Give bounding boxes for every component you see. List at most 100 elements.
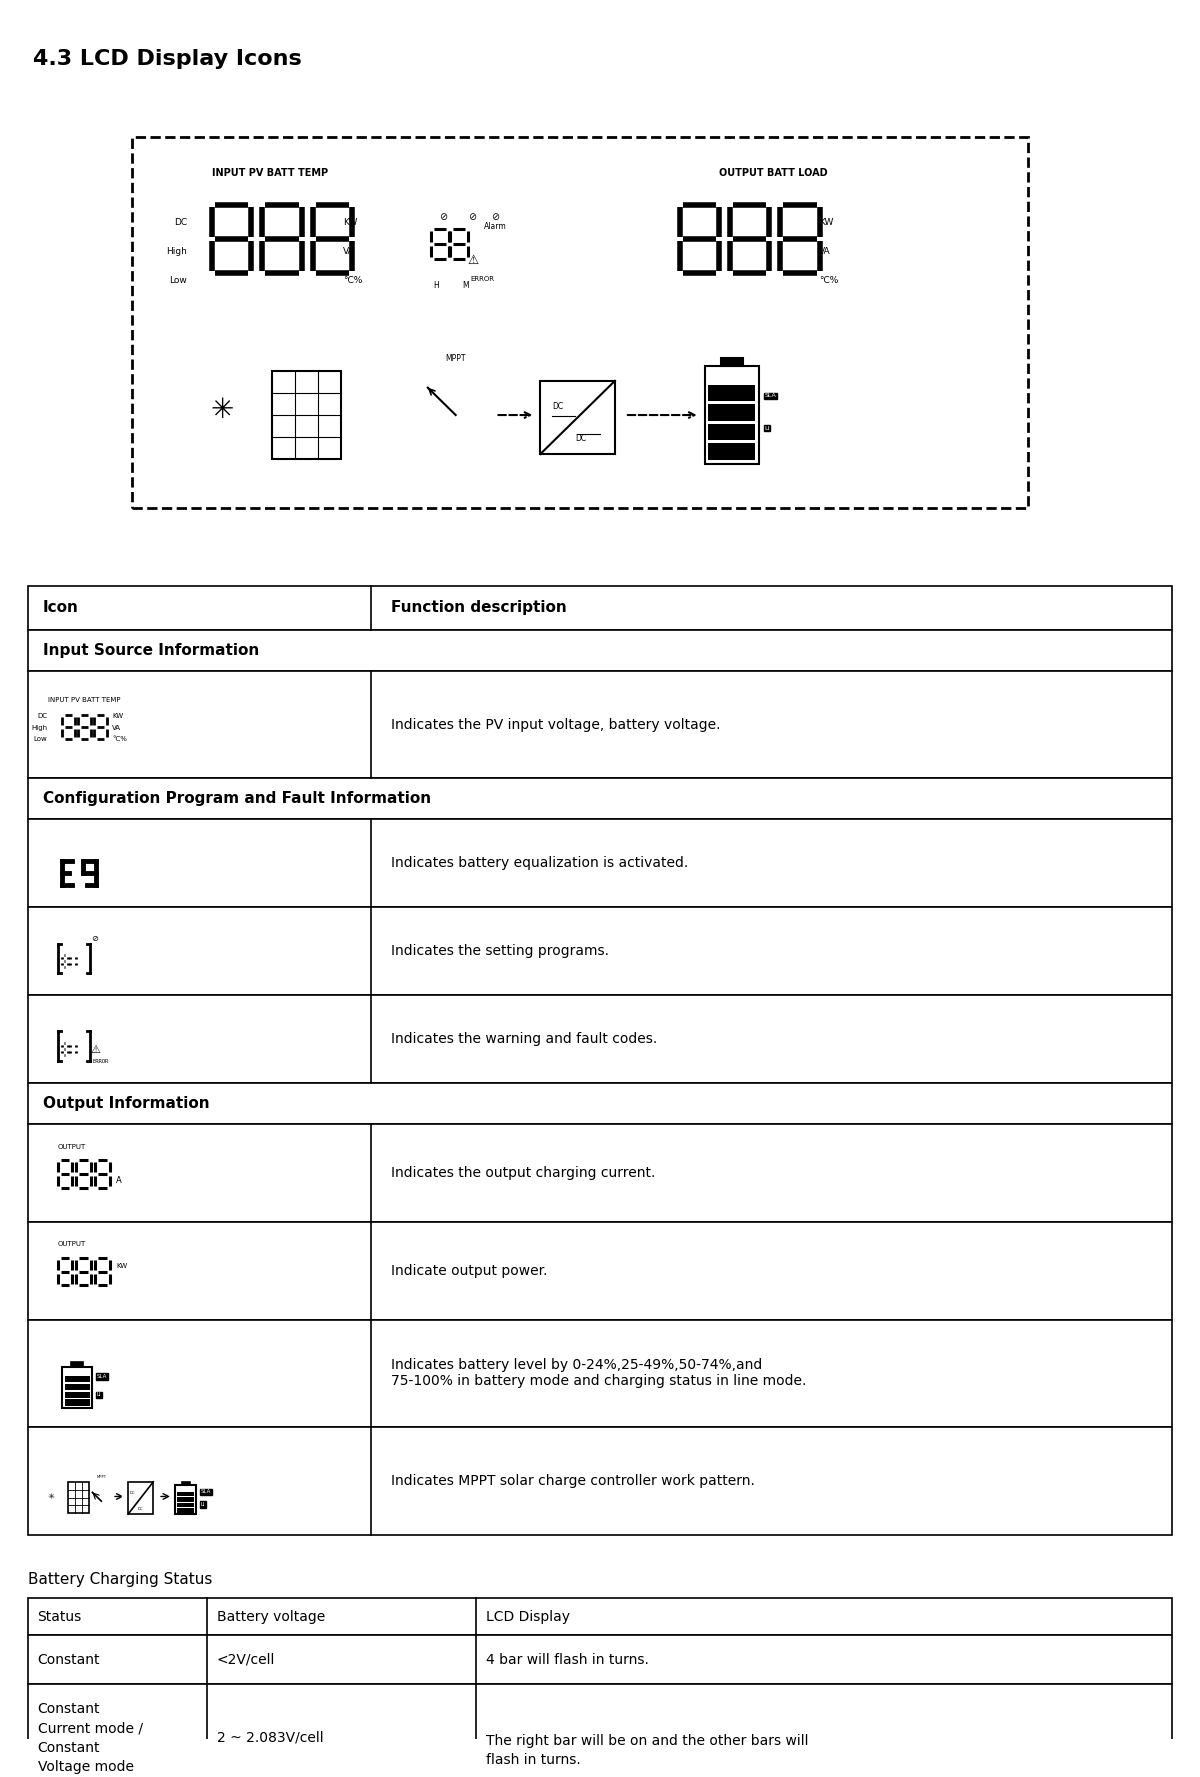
Text: DC: DC (575, 434, 587, 442)
Text: M: M (462, 281, 469, 290)
Bar (28, 1320, 1172, 1427)
Bar (28, 995, 1172, 1084)
Text: Indicates the output charging current.: Indicates the output charging current. (391, 1166, 655, 1180)
Text: DC: DC (130, 1491, 136, 1494)
Bar (540, 380, 614, 455)
Text: Indicates the warning and fault codes.: Indicates the warning and fault codes. (391, 1032, 658, 1047)
Text: Low: Low (169, 275, 187, 284)
Bar (28, 1685, 1172, 1777)
Text: OUTPUT BATT LOAD: OUTPUT BATT LOAD (720, 167, 828, 178)
Bar (28, 1427, 1172, 1535)
Bar (71, 1363, 83, 1367)
Text: 4.3 LCD Display Icons: 4.3 LCD Display Icons (32, 48, 301, 69)
Text: 2 ~ 2.083V/cell: 2 ~ 2.083V/cell (217, 1731, 324, 1745)
Text: °C%: °C% (113, 736, 127, 743)
Text: Alarm: Alarm (484, 222, 506, 231)
Text: DC: DC (37, 713, 48, 720)
Text: KW: KW (116, 1263, 127, 1269)
Text: ⚠: ⚠ (467, 254, 479, 267)
Bar (65, 1398, 90, 1406)
Bar (65, 1384, 90, 1390)
Bar (708, 405, 755, 421)
Text: SLA: SLA (764, 393, 776, 398)
Text: Indicates the PV input voltage, battery voltage.: Indicates the PV input voltage, battery … (391, 718, 720, 732)
Text: DC: DC (174, 217, 187, 226)
Text: VA: VA (343, 247, 355, 256)
Bar (271, 371, 341, 458)
Bar (65, 1391, 90, 1398)
Text: ERROR: ERROR (92, 1059, 109, 1064)
Text: SLA: SLA (97, 1374, 107, 1379)
Text: ✳: ✳ (47, 1493, 54, 1502)
Text: Configuration Program and Fault Information: Configuration Program and Fault Informat… (42, 791, 431, 807)
Text: ERROR: ERROR (470, 275, 494, 283)
Bar (708, 386, 755, 402)
Bar (176, 1493, 194, 1496)
Text: Indicates battery equalization is activated.: Indicates battery equalization is activa… (391, 857, 689, 871)
Bar (128, 1482, 154, 1514)
Text: ⊘: ⊘ (91, 935, 98, 944)
Bar (175, 1486, 196, 1514)
Text: A: A (116, 1176, 122, 1185)
Bar (176, 1509, 194, 1512)
Bar (708, 425, 755, 441)
Text: H: H (433, 281, 439, 290)
Bar (68, 1482, 89, 1512)
Text: Constant: Constant (37, 1653, 100, 1667)
Text: The right bar will be on and the other bars will
flash in turns.: The right bar will be on and the other b… (486, 1734, 808, 1768)
Text: SLA: SLA (200, 1489, 211, 1494)
Text: KW: KW (113, 713, 124, 720)
Text: INPUT PV BATT TEMP: INPUT PV BATT TEMP (212, 167, 328, 178)
Text: ⊘: ⊘ (492, 211, 499, 222)
Bar (28, 1084, 1172, 1125)
Bar (28, 586, 1172, 631)
Bar (176, 1498, 194, 1502)
Text: VA: VA (113, 725, 121, 730)
Text: Constant
Current mode /
Constant
Voltage mode: Constant Current mode / Constant Voltage… (37, 1702, 143, 1773)
Bar (28, 778, 1172, 819)
Text: Low: Low (34, 736, 48, 743)
Bar (28, 1223, 1172, 1320)
Text: MPPT: MPPT (96, 1475, 107, 1478)
Text: °C%: °C% (818, 275, 839, 284)
Bar (708, 444, 755, 460)
Text: High: High (31, 725, 48, 730)
Text: LI: LI (764, 426, 769, 430)
Text: Function description: Function description (391, 601, 566, 615)
Bar (704, 366, 760, 464)
Bar (28, 908, 1172, 995)
Text: ⊘: ⊘ (439, 211, 446, 222)
Text: Output Information: Output Information (42, 1096, 209, 1111)
Text: Battery Charging Status: Battery Charging Status (28, 1571, 212, 1587)
Text: KW: KW (818, 217, 833, 226)
Text: Indicates MPPT solar charge controller work pattern.: Indicates MPPT solar charge controller w… (391, 1473, 755, 1487)
Text: Status: Status (37, 1610, 82, 1624)
Bar (28, 1598, 1172, 1635)
Text: Input Source Information: Input Source Information (42, 643, 259, 657)
Bar (28, 1635, 1172, 1685)
Text: KW: KW (343, 217, 358, 226)
Text: Icon: Icon (42, 601, 78, 615)
Text: LCD Display: LCD Display (486, 1610, 570, 1624)
Bar (176, 1503, 194, 1507)
Text: Battery voltage: Battery voltage (217, 1610, 325, 1624)
Text: MPPT: MPPT (445, 354, 466, 363)
Bar (28, 631, 1172, 672)
Text: LI: LI (97, 1391, 101, 1397)
Text: ✳: ✳ (210, 396, 233, 425)
Text: Indicate output power.: Indicate output power. (391, 1263, 547, 1278)
Text: Indicates battery level by 0-24%,25-49%,50-74%,and
75-100% in battery mode and c: Indicates battery level by 0-24%,25-49%,… (391, 1358, 806, 1388)
Text: ⚠: ⚠ (91, 1045, 101, 1056)
Text: INPUT PV BATT TEMP: INPUT PV BATT TEMP (48, 697, 120, 704)
Text: DC: DC (138, 1507, 143, 1510)
Bar (28, 672, 1172, 778)
Text: OUTPUT: OUTPUT (58, 1144, 85, 1150)
Bar (65, 1375, 90, 1383)
Bar (28, 819, 1172, 908)
Bar (721, 359, 743, 366)
Text: OUTPUT: OUTPUT (58, 1242, 85, 1247)
Text: °C%: °C% (343, 275, 362, 284)
Bar (181, 1482, 190, 1486)
Text: Indicates the setting programs.: Indicates the setting programs. (391, 944, 608, 958)
FancyBboxPatch shape (132, 137, 1028, 508)
